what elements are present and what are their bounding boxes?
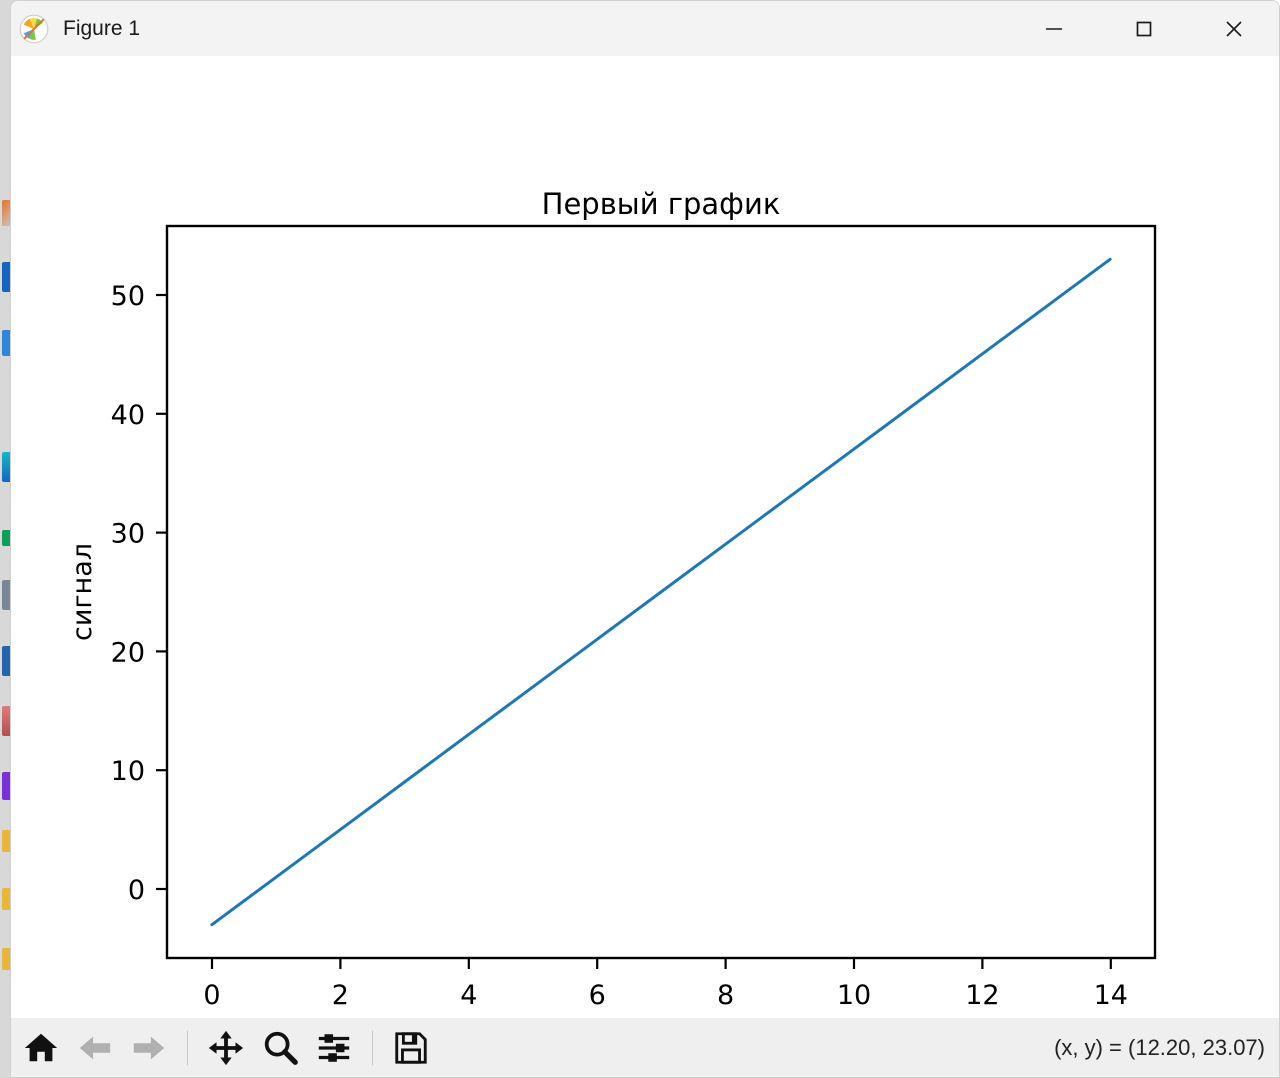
maximize-icon xyxy=(1136,21,1152,36)
y-tick-label: 0 xyxy=(128,875,145,906)
maximize-button[interactable] xyxy=(1099,1,1189,56)
figure-window: Figure 1 Первый граф xyxy=(10,0,1280,1078)
configure-subplots-button[interactable] xyxy=(310,1024,358,1072)
zoom-button[interactable] xyxy=(256,1024,304,1072)
window-titlebar[interactable]: Figure 1 xyxy=(11,1,1279,56)
x-tick-label: 2 xyxy=(332,980,349,1011)
y-tick-label: 50 xyxy=(111,281,145,312)
x-tick-label: 8 xyxy=(717,980,734,1011)
sliders-icon xyxy=(318,1033,350,1062)
x-axis-tick-labels: 0 2 4 6 8 10 12 14 xyxy=(203,980,1128,1011)
move-arrows-icon xyxy=(208,1030,244,1065)
back-button[interactable] xyxy=(71,1024,119,1072)
x-axis-ticks xyxy=(210,958,1112,969)
home-button[interactable] xyxy=(17,1024,65,1072)
y-tick-label: 30 xyxy=(111,519,145,550)
x-tick-label: 12 xyxy=(965,980,999,1011)
window-title: Figure 1 xyxy=(63,16,141,40)
toolbar-separator xyxy=(187,1030,188,1065)
figure-canvas[interactable]: Первый график 0 2 4 6 8 10 1 xyxy=(11,56,1280,1018)
arrow-right-icon xyxy=(133,1036,165,1059)
x-tick-label: 14 xyxy=(1094,980,1128,1011)
save-button[interactable] xyxy=(387,1024,435,1072)
y-axis-ticks xyxy=(156,293,167,891)
x-tick-label: 10 xyxy=(837,980,871,1011)
forward-button[interactable] xyxy=(125,1024,173,1072)
matplotlib-logo-icon xyxy=(19,14,49,43)
y-tick-label: 20 xyxy=(111,637,145,668)
chart-title: Первый график xyxy=(542,187,781,221)
minimize-button[interactable] xyxy=(1009,1,1099,56)
navigation-toolbar: (x, y) = (12.20, 23.07) xyxy=(11,1018,1279,1077)
y-tick-label: 10 xyxy=(111,756,145,787)
close-icon xyxy=(1226,20,1242,37)
pan-button[interactable] xyxy=(202,1024,250,1072)
matplotlib-axes[interactable]: Первый график 0 2 4 6 8 10 1 xyxy=(11,56,1280,1018)
close-button[interactable] xyxy=(1189,1,1279,56)
arrow-left-icon xyxy=(79,1036,111,1059)
x-tick-label: 0 xyxy=(203,980,220,1011)
window-controls xyxy=(1009,1,1279,56)
floppy-disk-icon xyxy=(395,1031,427,1064)
x-tick-label: 6 xyxy=(589,980,606,1011)
magnifier-icon xyxy=(264,1031,298,1065)
y-axis-label: сигнал xyxy=(67,543,98,641)
x-tick-label: 4 xyxy=(460,980,477,1011)
data-line-series-signal xyxy=(210,257,1112,927)
y-axis-tick-labels: 0 10 20 30 40 50 xyxy=(111,281,145,906)
coordinate-readout: (x, y) = (12.20, 23.07) xyxy=(1054,1034,1265,1060)
y-tick-label: 40 xyxy=(111,400,145,431)
minimize-icon xyxy=(1046,27,1062,30)
toolbar-separator xyxy=(372,1030,373,1065)
home-icon xyxy=(24,1033,58,1061)
